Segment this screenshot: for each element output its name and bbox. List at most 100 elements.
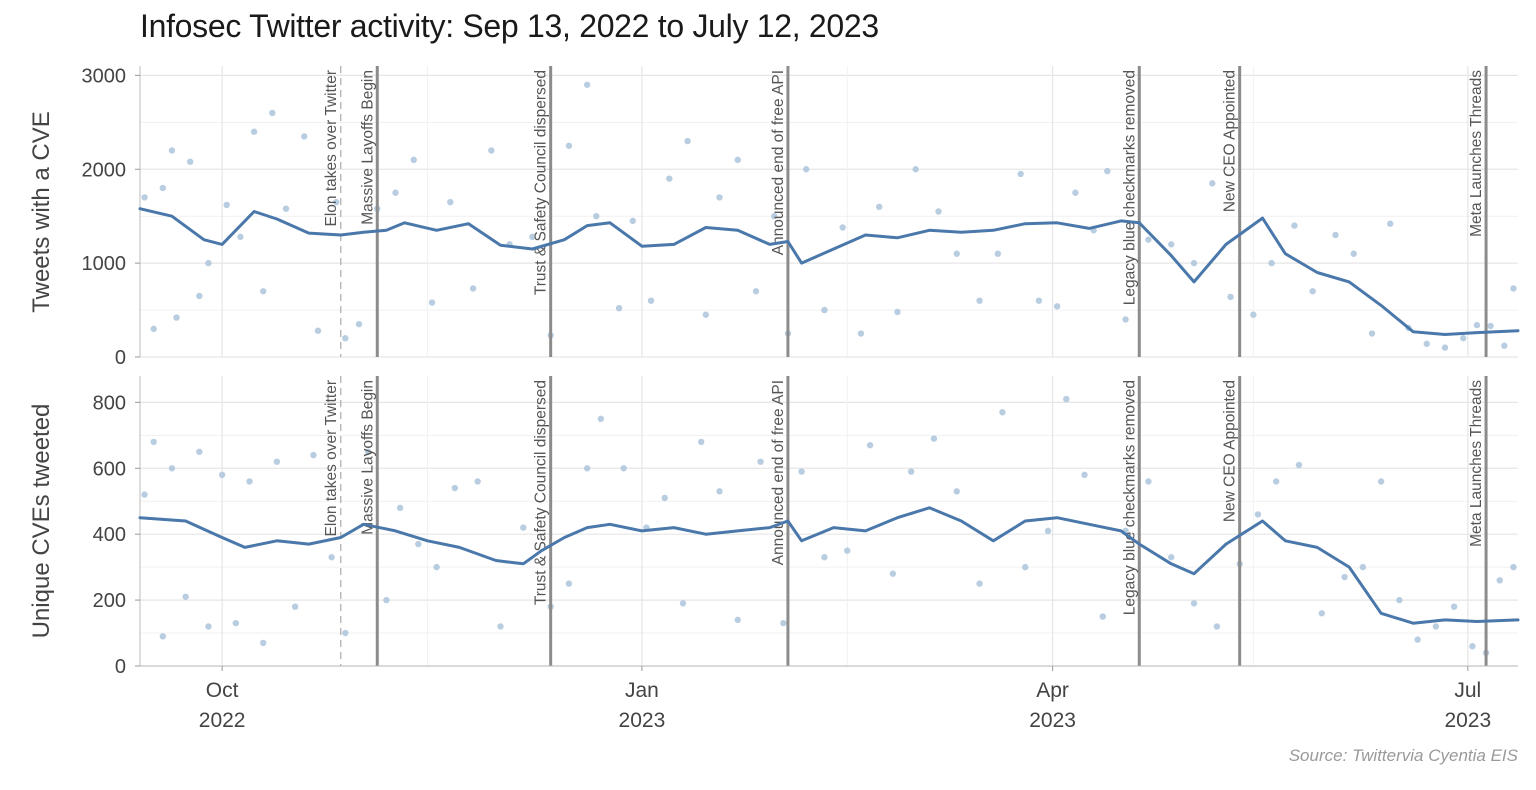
data-point — [907, 468, 915, 475]
data-point — [1341, 573, 1348, 581]
data-point — [1081, 471, 1088, 479]
data-point — [875, 203, 883, 211]
data-point — [392, 189, 399, 196]
data-point — [679, 600, 687, 607]
data-point — [994, 250, 1002, 257]
data-point — [410, 156, 417, 164]
data-point — [205, 259, 212, 267]
x-tick-year-label: 2022 — [199, 709, 246, 732]
data-point — [520, 524, 527, 531]
data-point — [469, 285, 477, 292]
event-label: Announced end of free API — [770, 70, 787, 255]
data-point — [1473, 321, 1481, 329]
data-point — [1209, 180, 1216, 187]
data-point — [666, 175, 673, 182]
data-point — [196, 448, 203, 455]
data-point — [1387, 220, 1394, 227]
x-tick-year-label: 2023 — [1444, 709, 1491, 732]
data-point — [593, 212, 600, 220]
data-point — [752, 288, 760, 295]
data-point — [474, 478, 481, 485]
trend-line — [138, 506, 1520, 625]
chart-title: Infosec Twitter activity: Sep 13, 2022 t… — [140, 8, 879, 44]
event-label: Trust & Safety Council dispersed — [533, 380, 550, 605]
data-point — [150, 325, 157, 333]
data-point — [196, 292, 203, 300]
data-point — [328, 554, 335, 561]
data-point — [1377, 478, 1385, 485]
data-point — [583, 81, 591, 88]
data-point — [565, 580, 573, 587]
y-axis-label: Unique CVEs tweeted — [28, 404, 55, 639]
event-label: Trust & Safety Council dispersed — [533, 70, 550, 295]
data-point — [615, 304, 623, 312]
data-point — [1272, 478, 1280, 485]
data-point — [565, 142, 573, 149]
data-point — [415, 540, 422, 548]
y-tick-label: 400 — [93, 524, 126, 546]
data-point — [821, 306, 828, 314]
data-point — [953, 250, 960, 257]
y-axis-label: Tweets with a CVE — [28, 111, 55, 312]
data-point — [1022, 563, 1029, 571]
y-tick-label: 200 — [93, 590, 126, 612]
data-point — [1291, 222, 1298, 229]
event-label: Elon takes over Twitter — [323, 380, 340, 537]
data-point — [839, 224, 846, 231]
data-point — [716, 488, 723, 495]
data-point — [1122, 316, 1129, 323]
data-point — [734, 616, 741, 624]
data-point — [259, 288, 267, 295]
data-point — [1168, 554, 1175, 561]
data-point — [497, 623, 504, 630]
data-point — [1450, 603, 1458, 610]
data-point — [141, 491, 148, 498]
data-point — [250, 128, 258, 135]
data-point — [1268, 259, 1275, 267]
data-point — [1396, 596, 1403, 604]
data-point — [314, 327, 322, 334]
data-point — [1063, 395, 1070, 403]
event-label: Massive Layoffs Begin — [359, 70, 376, 225]
data-point — [866, 442, 874, 449]
data-point — [223, 201, 230, 209]
y-tick-label: 2000 — [82, 159, 127, 181]
event-label: New CEO Appointed — [1222, 380, 1239, 522]
data-point — [1309, 288, 1316, 295]
data-point — [976, 580, 983, 587]
data-point — [428, 299, 436, 306]
data-point — [857, 330, 865, 337]
y-tick-label: 0 — [115, 347, 126, 369]
data-point — [1017, 170, 1024, 178]
y-tick-label: 800 — [93, 392, 126, 414]
data-point — [301, 133, 308, 140]
data-point — [1044, 527, 1052, 535]
data-point — [620, 465, 627, 472]
data-point — [953, 488, 960, 495]
y-tick-label: 600 — [93, 458, 126, 480]
data-point — [1145, 236, 1152, 243]
data-point — [1295, 461, 1303, 469]
data-point — [451, 484, 459, 492]
data-point — [780, 619, 787, 627]
data-point — [273, 458, 281, 465]
data-point — [1099, 613, 1106, 620]
data-point — [1510, 285, 1517, 292]
data-point — [396, 504, 404, 512]
data-point — [205, 623, 212, 630]
data-point — [647, 297, 655, 304]
data-point — [716, 194, 723, 201]
data-point — [1510, 563, 1517, 571]
data-point — [383, 596, 390, 604]
data-point — [1053, 303, 1061, 310]
data-point — [1104, 167, 1111, 175]
data-point — [1227, 293, 1234, 301]
source-note: Source: Twittervia Cyentia EIS — [1288, 746, 1518, 765]
data-point — [1414, 636, 1421, 643]
x-tick-label: Apr — [1036, 679, 1069, 702]
data-point — [734, 156, 741, 164]
data-point — [999, 409, 1006, 416]
data-point — [1213, 623, 1221, 630]
data-point — [935, 208, 942, 215]
